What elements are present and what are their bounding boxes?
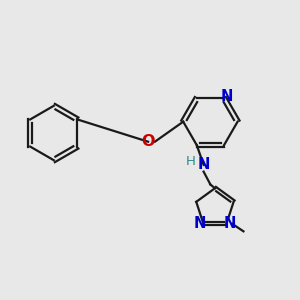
Text: H: H: [185, 155, 195, 168]
Text: N: N: [224, 216, 236, 231]
Text: N: N: [197, 158, 210, 172]
Text: N: N: [221, 89, 233, 104]
Text: N: N: [194, 216, 206, 231]
Text: O: O: [141, 134, 155, 149]
